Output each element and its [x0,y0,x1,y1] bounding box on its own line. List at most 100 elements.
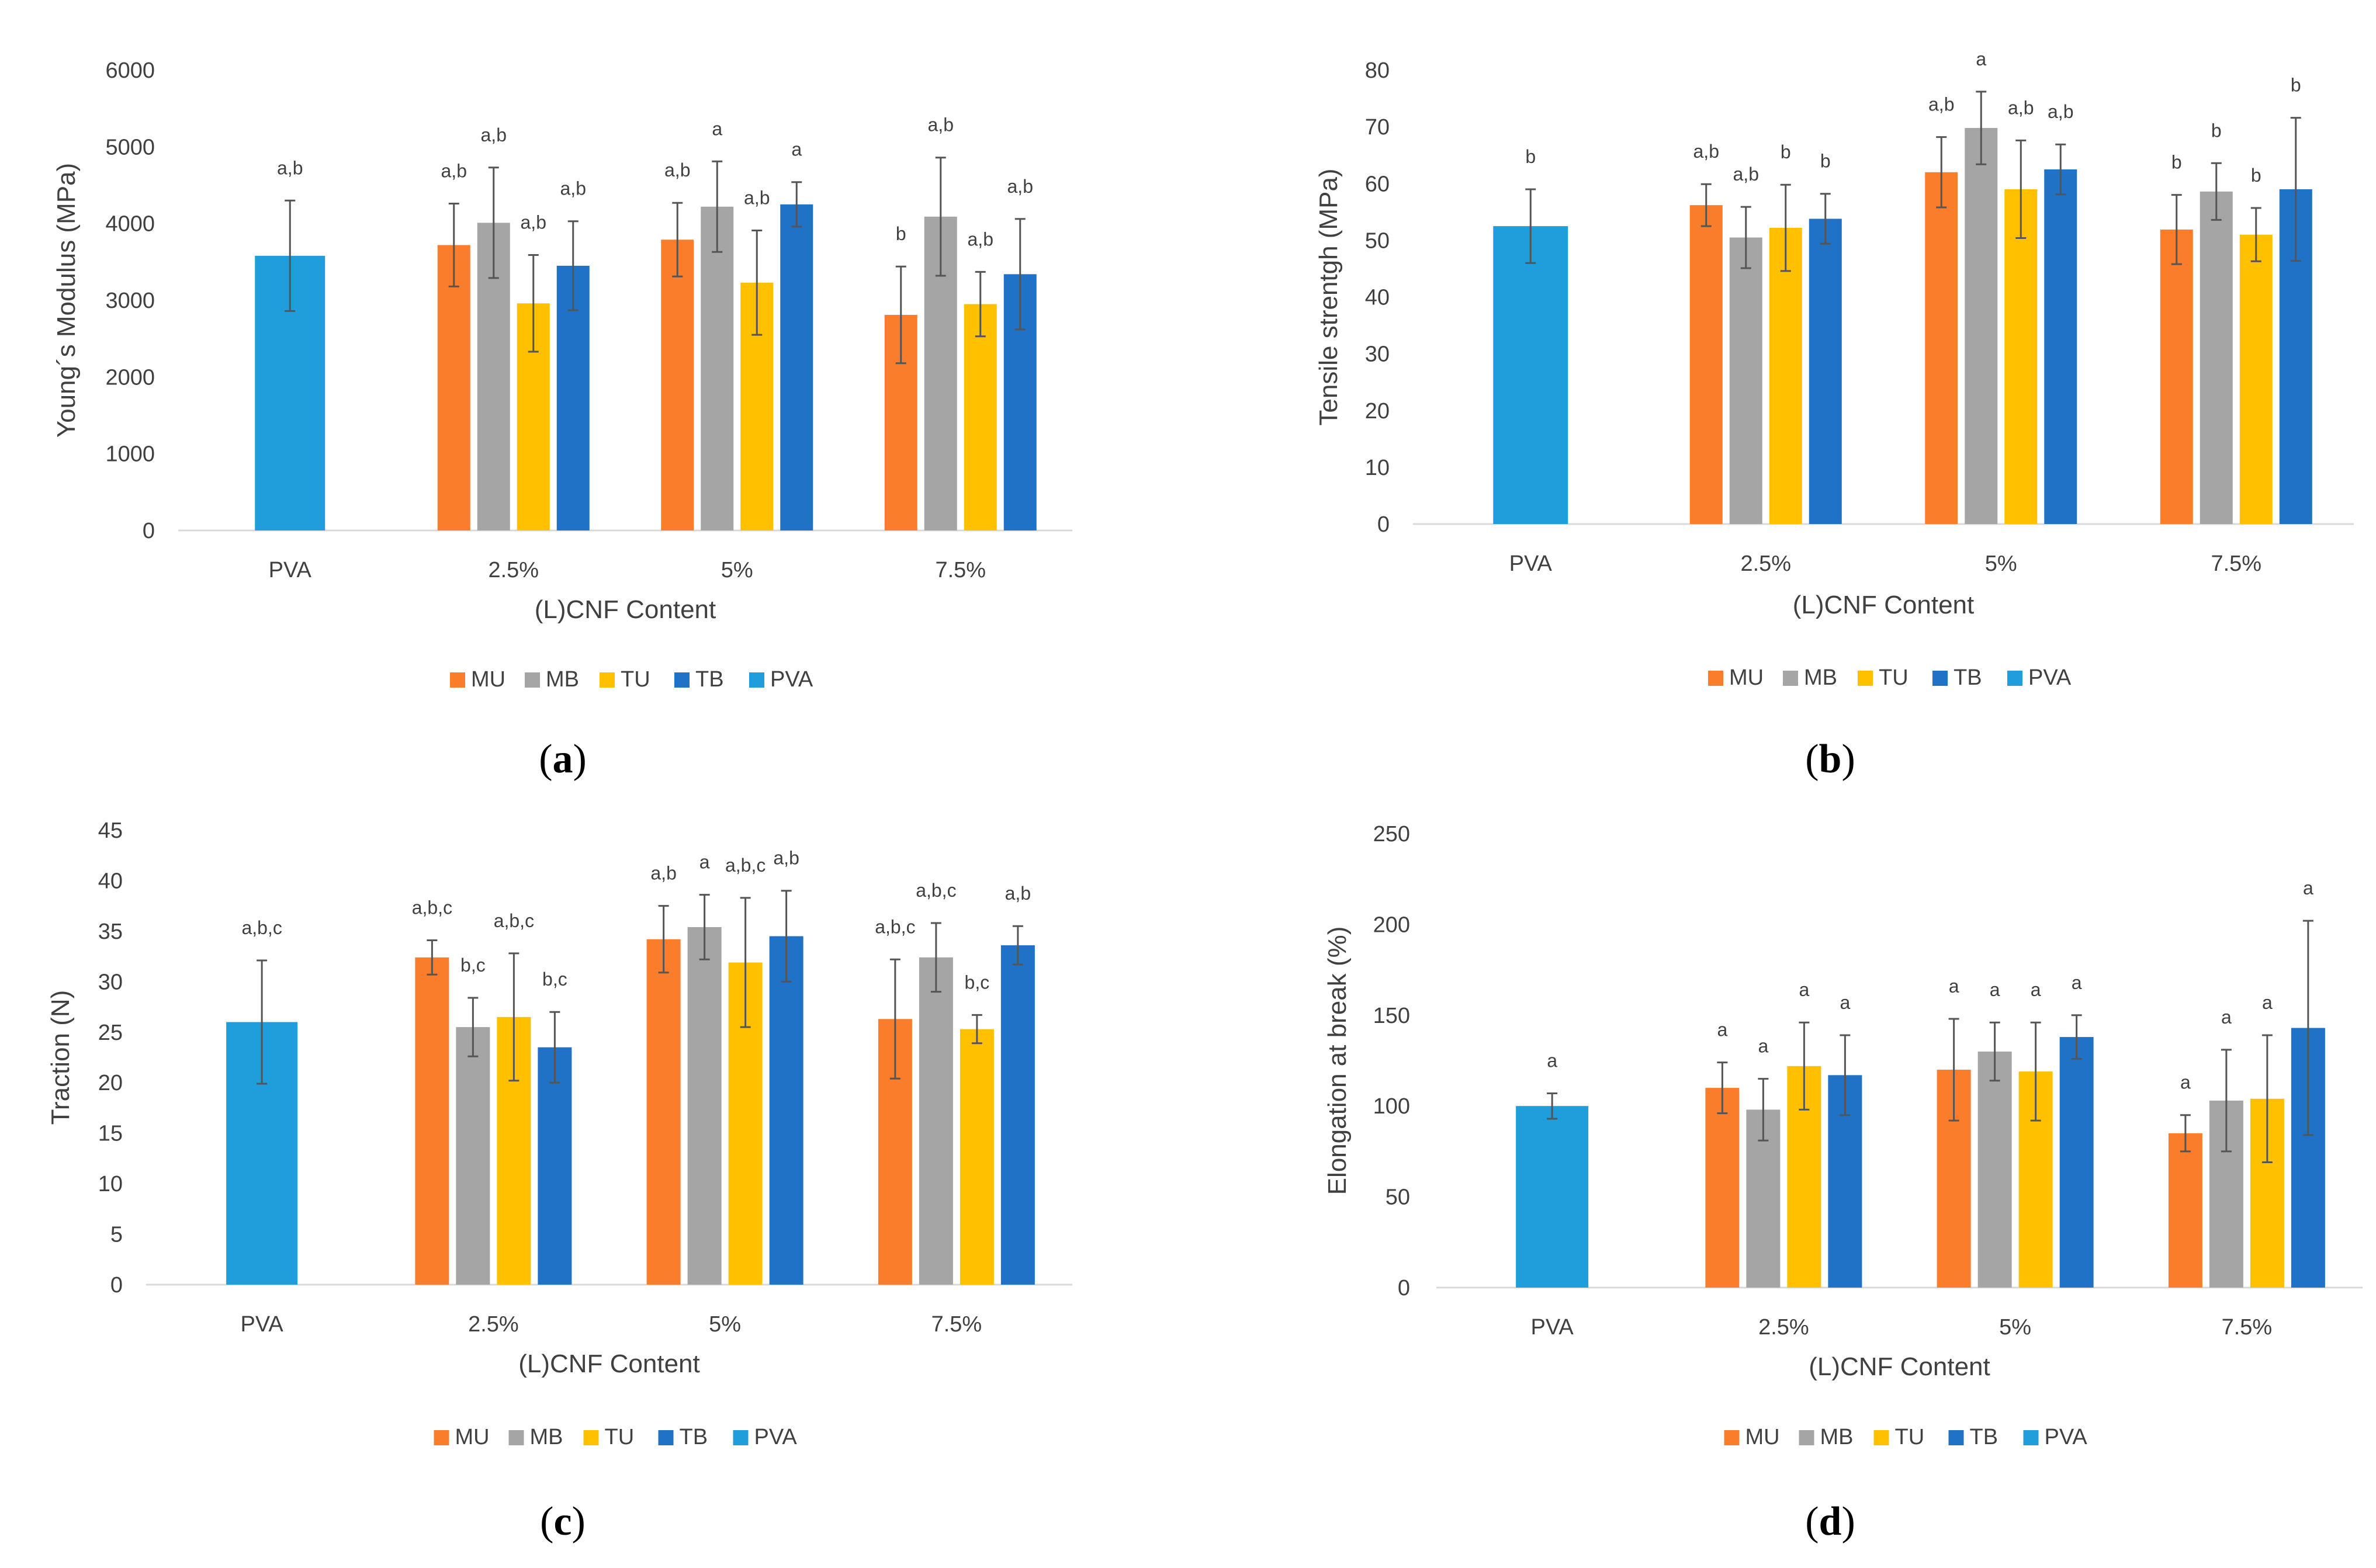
chart-b-legend-label-pva: PVA [2028,665,2072,690]
chart-c-ytick-label: 25 [98,1021,123,1045]
chart-d-sig-label-mu: a [1949,976,1959,997]
chart-a-legend-swatch-mb [525,672,540,688]
chart-b-xlabel: (L)CNF Content [1793,591,1975,619]
chart-c-sig-label-mu: a,b,c [412,897,452,918]
chart-c-ytick-label: 10 [98,1172,123,1196]
chart-b-xtick-label: 5% [1985,551,2017,576]
chart-b-legend-label-tb: TB [1954,665,1982,690]
chart-b-sig-label-mb: a,b [1733,164,1759,185]
chart-c-legend-label-tu: TU [605,1425,635,1449]
chart-c-legend-swatch-mu [434,1430,449,1445]
chart-b-xtick-label: 7.5% [2211,551,2261,576]
chart-b-legend-swatch-mb [1783,671,1798,686]
chart-d-xtick-label: 2.5% [1758,1315,1809,1340]
chart-d-ylabel: Elongation at break (%) [1323,927,1352,1195]
chart-b-ytick-label: 40 [1365,286,1390,310]
chart-a-ytick-label: 6000 [105,58,155,83]
chart-d-sig-label-mb: a [2221,1007,2232,1028]
chart-d-bar-pva [1516,1106,1589,1288]
chart-b-bar-tb [1809,218,1842,524]
chart-a-panel-letter: (a) [539,737,587,782]
chart-d-legend-swatch-mu [1724,1430,1740,1445]
chart-d-legend-swatch-tb [1948,1430,1964,1445]
chart-d-ytick-label: 0 [1398,1276,1410,1300]
chart-b-bar-mu [2160,229,2193,524]
chart-c-legend-label-tb: TB [680,1425,708,1449]
chart-a-sig-label-mu: b [896,223,906,244]
chart-a-ytick-label: 4000 [105,212,155,237]
chart-d-svg: 0 50 100 150 200 250 Elongation at break (%) PV… [1323,822,2363,1544]
chart-b-sig-label-tb: a,b [2048,101,2073,122]
chart-b-bar-mu [1925,172,1958,524]
chart-c-sig-label-tb: a,b [1005,883,1031,904]
chart-d-legend-label-tb: TB [1970,1425,1999,1449]
chart-c-ytick-label: 0 [110,1273,123,1298]
chart-b-xtick-label: 2.5% [1740,551,1791,576]
chart-b-sig-label-mb: b [2211,120,2222,141]
chart-b-ytick-label: 80 [1365,58,1390,83]
chart-b-sig-label-mu: b [2171,152,2182,173]
chart-d-legend-swatch-tu [1873,1430,1889,1445]
chart-a-sig-label-mb: a,b [481,124,507,145]
chart-c-bar-tb [769,936,803,1285]
chart-a-legend-swatch-tb [674,672,690,688]
chart-a-legend-swatch-pva [749,672,764,688]
chart-c-ytick-label: 5 [110,1223,123,1247]
chart-b-ylabel: Tensile strentgh (MPa) [1314,168,1343,425]
chart-c-xtick-label: PVA [241,1312,284,1337]
chart-d-bar-mu [1705,1088,1740,1288]
chart-a-sig-label-tu: a,b [968,228,993,249]
chart-d-xtick-label: 5% [1999,1315,2031,1340]
panel-c: 0 5 10 15 20 25 30 35 40 45 Traction (N) PVA 2.5% 5% 7… [0,784,1188,1568]
chart-b-bar-mb [1965,128,1998,524]
chart-c-ytick-label: 30 [98,970,123,994]
chart-b-svg: 0 10 20 30 40 50 60 70 80 Tensile strentgh (MPa) P… [1314,48,2354,782]
chart-a-sig-label-tb: a [791,139,802,160]
chart-d-legend-label-mu: MU [1745,1425,1780,1449]
chart-a-legend-swatch-tu [600,672,615,688]
chart-a-svg: 0 1000 2000 3000 4000 5000 6000 Young´s Modulus… [52,58,1072,782]
chart-a-ytick-label: 3000 [105,289,155,313]
chart-c-legend-label-mu: MU [455,1425,490,1449]
chart-c-xtick-label: 5% [709,1312,741,1337]
chart-b-ytick-label: 10 [1365,456,1390,480]
chart-d-sig-label-mb: a [1758,1036,1768,1057]
chart-b-bar-mu [1689,205,1723,525]
chart-a-sig-label-tb: a,b [560,178,586,199]
chart-a-xtick-label: PVA [269,558,312,582]
chart-a-sig-label-tu: a,b [521,212,546,233]
chart-c-ytick-label: 40 [98,869,123,893]
chart-c-sig-label-mu: a,b,c [875,916,915,937]
chart-b-ytick-label: 20 [1365,399,1390,424]
chart-b-bar-pva [1493,226,1568,524]
chart-c-sig-label-mb: a [699,852,710,873]
chart-b-legend-swatch-tu [1858,671,1873,686]
chart-a-legend-label-tb: TB [695,667,724,692]
chart-b-bar-tb [2044,169,2077,524]
chart-a-sig-label-mb: a,b [928,115,954,136]
chart-a-xtick-label: 5% [721,558,753,582]
chart-b-legend-swatch-pva [2007,671,2022,686]
chart-a-bar-mu [661,240,694,530]
chart-b-sig-label-pva: b [1525,146,1536,167]
chart-a-bar-tu [964,304,997,530]
chart-c-ytick-label: 45 [98,818,123,843]
chart-a-sig-label-tu: a,b [744,187,770,208]
chart-c-panel-letter: (c) [540,1499,586,1544]
chart-d-legend-swatch-mb [1799,1430,1814,1445]
chart-c-legend-swatch-pva [733,1430,749,1445]
chart-d-ytick-label: 150 [1373,1004,1410,1028]
chart-d-sig-label-tb: a [2303,877,2313,899]
chart-c-sig-label-mu: a,b [650,863,676,884]
chart-d-sig-label-pva: a [1547,1050,1557,1071]
chart-d-xlabel: (L)CNF Content [1809,1352,1990,1381]
chart-b-sig-label-mb: a [1976,48,1986,70]
chart-a-ytick-label: 2000 [105,365,155,390]
chart-d-sig-label-mu: a [1717,1019,1727,1040]
chart-c-sig-label-tu: a,b,c [725,855,766,876]
chart-d-ytick-label: 50 [1386,1185,1410,1210]
chart-b-ytick-label: 70 [1365,115,1390,140]
chart-c-ytick-label: 35 [98,920,123,944]
chart-c-sig-label-pva: a,b,c [241,917,282,938]
